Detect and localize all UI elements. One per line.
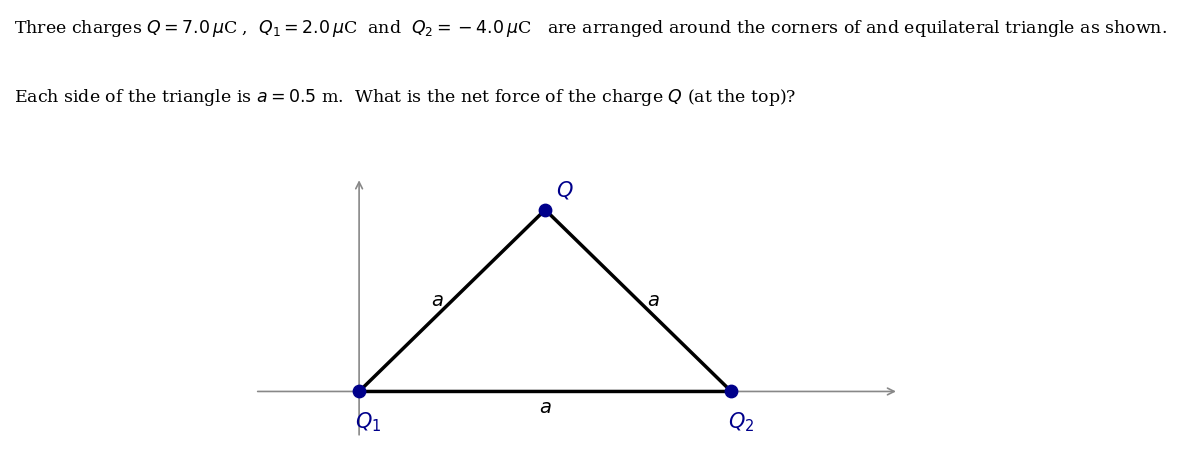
Text: $a$: $a$ <box>539 399 552 417</box>
Text: $Q_1$: $Q_1$ <box>355 410 382 434</box>
Text: $Q$: $Q$ <box>557 179 574 202</box>
Point <box>721 388 740 395</box>
Point <box>349 388 368 395</box>
Point <box>535 206 554 213</box>
Text: Three charges $Q = 7.0\,\mu$C ,  $Q_1 = 2.0\,\mu$C  and  $Q_2 = -4.0\,\mu$C   ar: Three charges $Q = 7.0\,\mu$C , $Q_1 = 2… <box>14 18 1168 39</box>
Text: Each side of the triangle is $a = 0.5$ m.  What is the net force of the charge $: Each side of the triangle is $a = 0.5$ m… <box>14 87 797 108</box>
Text: $a$: $a$ <box>647 292 660 310</box>
Text: $a$: $a$ <box>431 292 444 310</box>
Text: $Q_2$: $Q_2$ <box>727 410 754 434</box>
